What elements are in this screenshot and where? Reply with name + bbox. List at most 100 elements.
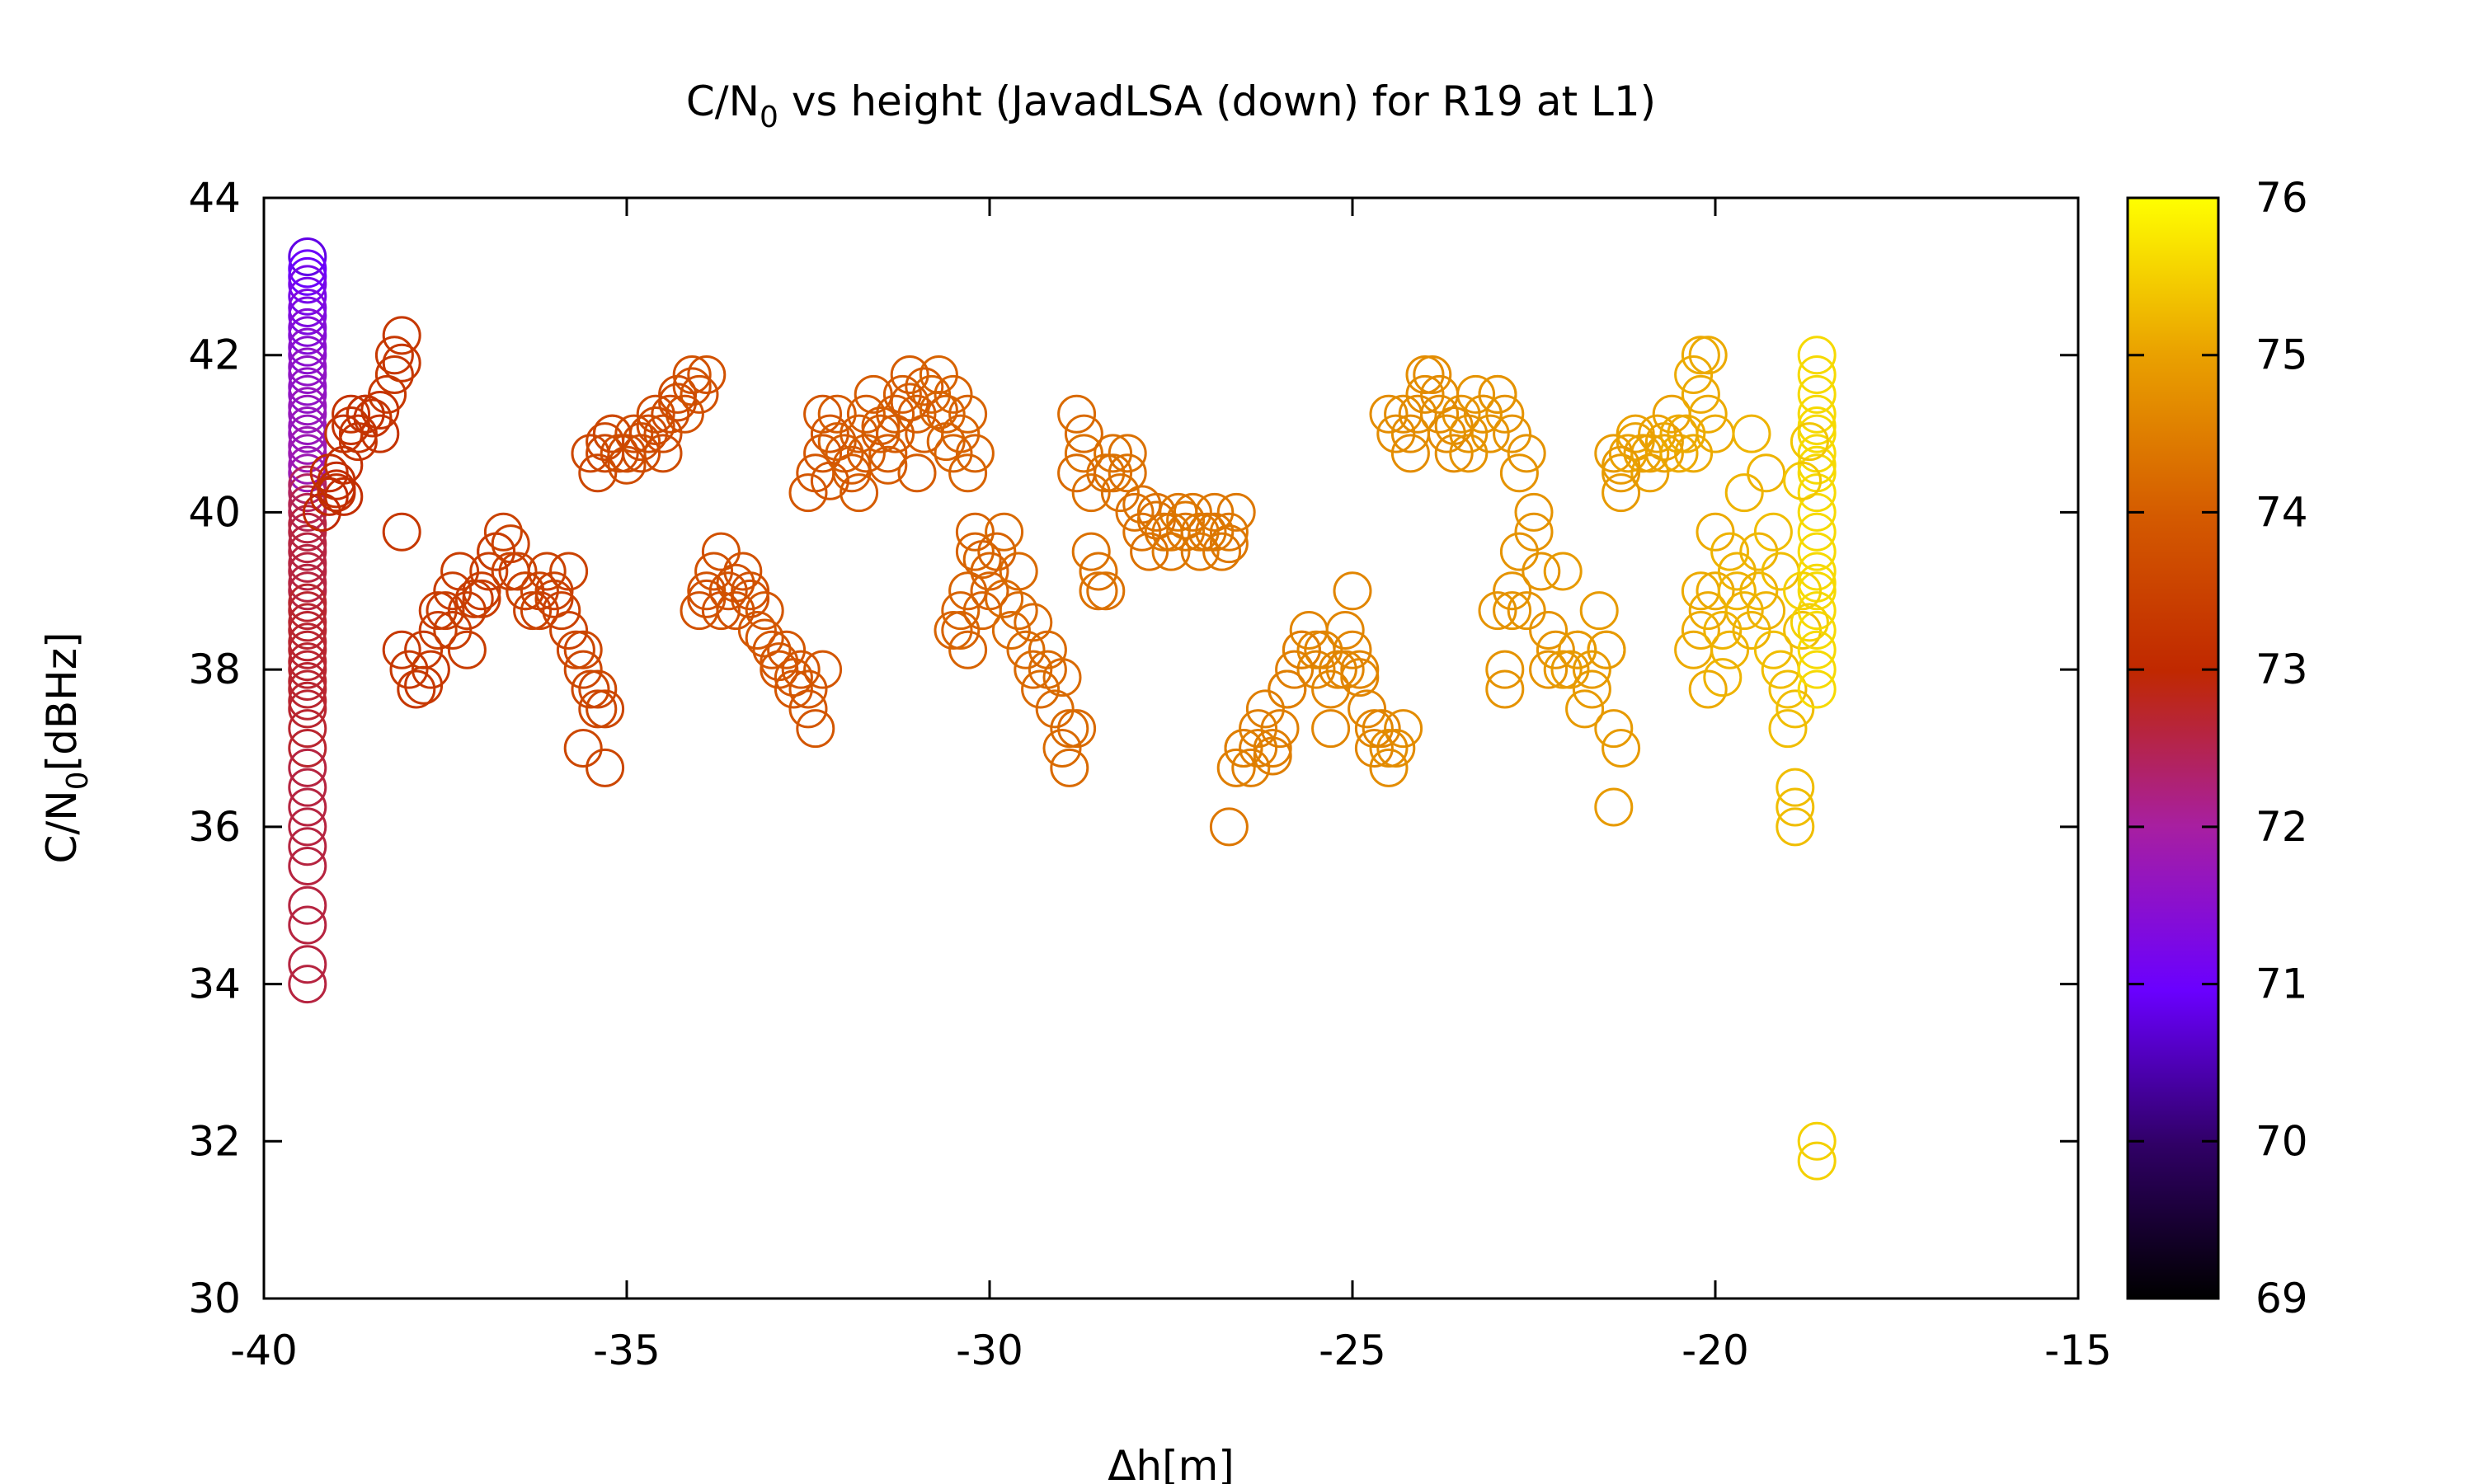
- data-point: [1630, 453, 1670, 493]
- data-point: [534, 571, 574, 611]
- data-point: [1478, 591, 1517, 631]
- data-point: [288, 552, 327, 591]
- data-point: [1594, 787, 1634, 827]
- data-point: [868, 445, 908, 485]
- data-point: [477, 532, 516, 571]
- data-point: [687, 571, 727, 611]
- data-point: [288, 945, 327, 984]
- data-point: [1797, 473, 1837, 513]
- data-point: [1602, 473, 1641, 513]
- data-point: [1681, 610, 1720, 650]
- data-point: [600, 434, 639, 473]
- data-point: [374, 336, 414, 375]
- data-point: [1094, 434, 1133, 473]
- data-point: [1797, 492, 1837, 532]
- data-point: [1616, 422, 1655, 462]
- data-point: [1136, 500, 1176, 540]
- data-point: [578, 669, 618, 709]
- data-point: [1071, 473, 1111, 513]
- data-point: [1507, 434, 1546, 473]
- data-point: [317, 469, 356, 509]
- data-point: [1485, 650, 1525, 689]
- data-point: [288, 394, 327, 434]
- data-point: [1790, 603, 1829, 642]
- data-point: [1550, 650, 1590, 689]
- data-point: [1376, 414, 1416, 453]
- data-point: [1449, 434, 1489, 473]
- data-point: [999, 552, 1038, 591]
- data-point: [941, 610, 981, 650]
- data-point: [1797, 630, 1837, 669]
- data-point: [1783, 571, 1823, 611]
- data-point: [999, 591, 1038, 631]
- data-point: [498, 552, 538, 591]
- data-point: [854, 374, 893, 414]
- y-tick-label: 44: [188, 174, 241, 222]
- data-point: [752, 630, 792, 669]
- data-point: [288, 316, 327, 355]
- data-point: [288, 847, 327, 886]
- data-point: [882, 374, 922, 414]
- data-point: [1434, 434, 1474, 473]
- data-point: [288, 492, 327, 532]
- data-point: [288, 265, 327, 304]
- data-point: [288, 336, 327, 375]
- data-point: [288, 367, 327, 406]
- data-point: [1753, 630, 1793, 669]
- data-point: [288, 347, 327, 387]
- data-point: [1514, 512, 1554, 552]
- data-point: [614, 414, 654, 453]
- data-point: [462, 579, 501, 618]
- y-axis: 30 32 34 36 38 40 42 44: [188, 174, 2078, 1322]
- data-point: [1499, 532, 1539, 571]
- data-point: [687, 355, 727, 395]
- data-point: [288, 296, 327, 336]
- data-point: [926, 394, 966, 434]
- data-point: [1028, 630, 1067, 669]
- data-point: [1289, 610, 1329, 650]
- y-tick-label: 34: [188, 960, 241, 1008]
- data-point: [1275, 650, 1315, 689]
- data-point: [411, 650, 450, 689]
- data-point: [506, 571, 545, 611]
- data-point: [680, 374, 719, 414]
- data-point: [288, 681, 327, 721]
- data-point: [549, 552, 589, 591]
- data-point: [433, 571, 473, 611]
- data-point: [1797, 591, 1837, 631]
- data-point: [1797, 1141, 1837, 1181]
- data-point: [1064, 434, 1103, 473]
- data-point: [985, 512, 1024, 552]
- data-point: [1485, 669, 1525, 709]
- data-point: [890, 355, 929, 395]
- data-point: [897, 394, 937, 434]
- data-point: [1696, 414, 1735, 453]
- data-point: [788, 689, 828, 729]
- data-point: [1536, 630, 1575, 669]
- data-point: [1130, 532, 1169, 571]
- data-point: [897, 453, 937, 493]
- data-point: [1311, 669, 1351, 709]
- data-point: [346, 394, 385, 434]
- data-point: [288, 622, 327, 662]
- data-point: [1151, 512, 1191, 552]
- data-point: [1710, 532, 1750, 571]
- data-point: [1086, 571, 1126, 611]
- data-point: [745, 591, 784, 631]
- data-point: [1369, 729, 1409, 768]
- data-point: [1768, 669, 1808, 709]
- data-point: [288, 434, 327, 473]
- data-point: [962, 540, 1002, 580]
- data-point: [586, 748, 625, 787]
- data-point: [1688, 336, 1728, 375]
- colorbar-tick-label: 76: [2255, 174, 2308, 222]
- data-point: [491, 552, 530, 591]
- data-point: [374, 355, 414, 395]
- data-point: [1253, 729, 1292, 768]
- data-point: [1529, 650, 1569, 689]
- data-point: [1602, 729, 1641, 768]
- data-point: [578, 689, 618, 729]
- data-point: [1587, 630, 1626, 669]
- data-point: [788, 473, 828, 513]
